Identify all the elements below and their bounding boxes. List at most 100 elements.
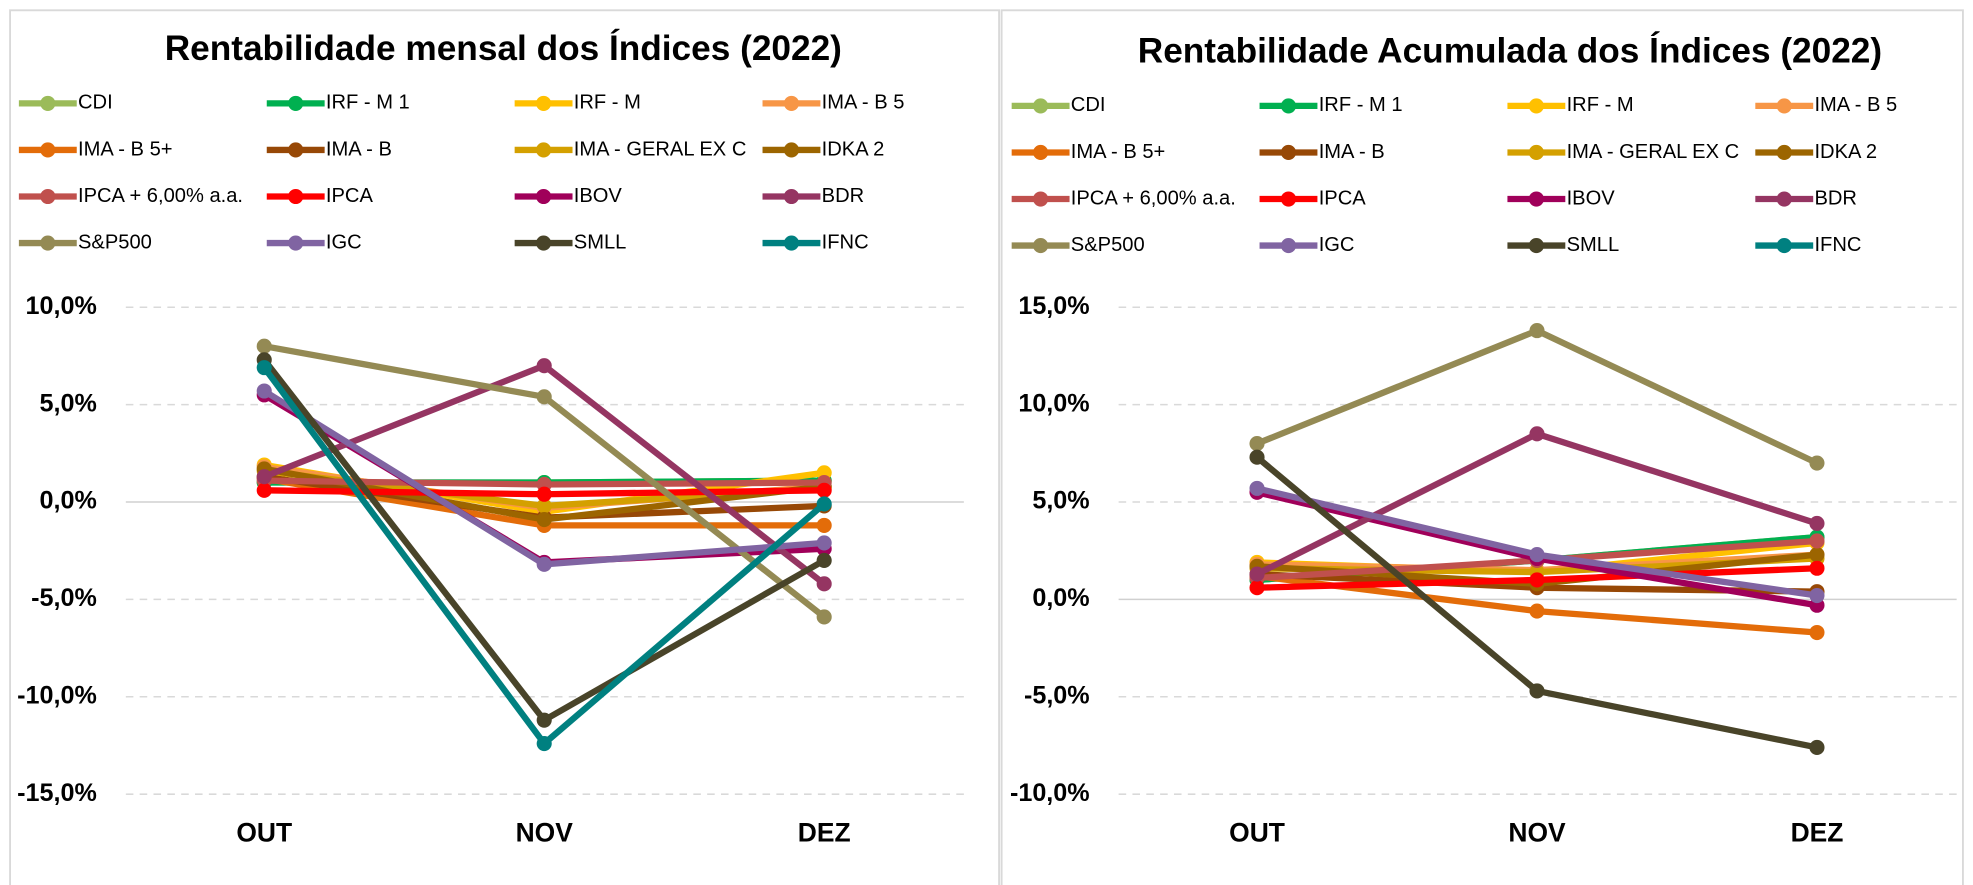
data-point [256,383,272,399]
legend-label: IDKA 2 [1814,141,1877,163]
chart-title: Rentabilidade Acumulada dos Índices (202… [1138,30,1882,70]
data-point [816,496,832,512]
data-point [1809,560,1825,576]
legend-marker [1033,238,1049,254]
legend-marker [40,95,56,111]
series-line [1255,454,1818,751]
panel-border [1000,9,1964,885]
data-point [816,482,832,498]
x-tick-label: NOV [1508,817,1566,847]
series-line [261,357,826,724]
legend-label: IRF - M [574,92,641,114]
legend-label: IMA - B 5 [822,92,905,114]
data-point [256,338,272,354]
data-point [536,358,552,374]
x-tick-label: DEZ [798,817,851,847]
legend-marker [783,235,800,251]
legend-marker [536,235,552,251]
data-point [536,735,552,752]
legend-label: S&P500 [78,231,152,253]
data-point [1249,566,1265,582]
data-point [816,609,832,625]
data-point [1529,547,1545,563]
legend-label: SMLL [574,231,627,253]
data-point [1809,533,1825,549]
y-tick-label: 5,0% [40,389,97,417]
data-point [1529,426,1545,442]
legend-marker [1528,238,1544,254]
data-point [536,389,552,405]
legend-label: IMA - B [1319,141,1385,163]
legend-marker [1776,144,1792,161]
legend-label: IMA - B 5+ [1071,141,1166,163]
legend-label: IMA - GERAL EX C [1567,141,1740,163]
legend-label: S&P500 [1071,234,1145,256]
data-point [1809,624,1825,641]
legend-marker [536,142,552,158]
legend-label: IDKA 2 [822,138,885,160]
legend-marker [1528,144,1544,161]
data-point [1529,572,1545,588]
legend-label: IPCA + 6,00% a.a. [78,185,243,207]
legend-marker [288,235,304,251]
data-point [1249,436,1265,452]
series-line [1255,327,1819,466]
legend-label: IFNC [822,231,869,253]
legend-label: IMA - B 5 [1814,94,1897,116]
data-point [1529,603,1545,619]
data-point [256,469,272,485]
panel-border [9,9,1001,885]
data-point [1529,323,1545,339]
legend-marker [1033,98,1049,114]
x-tick-label: OUT [236,817,292,847]
legend-label: IRF - M [1567,94,1634,116]
data-point [256,360,272,376]
data-point [1529,683,1545,699]
legend-label: CDI [78,92,113,114]
legend-marker [1776,98,1792,114]
legend-label: IMA - B [326,138,392,160]
x-tick-label: NOV [516,817,574,847]
legend-label: IPCA [326,185,374,207]
data-point [536,712,552,728]
legend-label: CDI [1071,94,1106,116]
data-point [256,482,272,498]
y-tick-label: 15,0% [1018,292,1089,320]
legend-label: IMA - GERAL EX C [574,138,747,160]
legend-label: IFNC [1814,234,1861,256]
legend-label: BDR [1814,187,1857,209]
data-point [816,576,832,592]
legend-label: SMLL [1567,234,1620,256]
legend-marker [1528,191,1544,207]
legend-marker [1033,191,1049,207]
y-tick-label: -10,0% [1010,779,1090,807]
legend-label: IGC [326,231,362,253]
legend-marker [40,235,56,251]
x-tick-label: DEZ [1791,817,1844,847]
legend-label: IGC [1319,234,1355,256]
y-tick-label: 0,0% [1032,584,1089,612]
legend-label: BDR [822,185,865,207]
legend-marker [1280,144,1297,161]
chart-title: Rentabilidade mensal dos Índices (2022) [165,28,842,68]
data-point [1809,455,1825,471]
y-tick-label: -5,0% [1024,681,1090,709]
x-tick-label: OUT [1229,817,1285,847]
legend-label: IBOV [574,185,623,207]
legend-marker [783,188,800,205]
data-point [1809,587,1825,604]
legend-label: IRF - M 1 [326,92,410,114]
y-tick-label: 10,0% [1018,389,1089,417]
data-point [816,552,832,569]
y-tick-label: -10,0% [17,681,97,709]
legend-marker [1280,98,1297,114]
y-tick-label: -5,0% [31,584,97,612]
data-point [816,517,832,533]
legend-marker [1280,191,1297,207]
legend-marker [1776,191,1792,207]
y-tick-label: 0,0% [40,487,97,515]
y-tick-label: 5,0% [1032,487,1089,515]
data-point [1249,580,1265,596]
data-point [816,535,832,551]
